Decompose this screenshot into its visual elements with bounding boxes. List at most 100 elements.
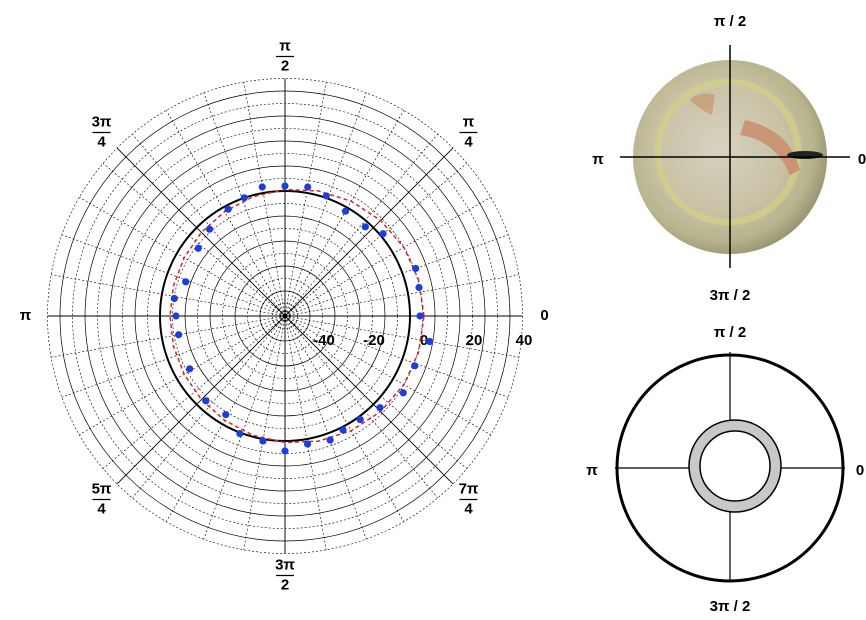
grid-spoke: [284, 315, 491, 436]
r-tick-label: 20: [466, 332, 483, 349]
inset-label: π: [586, 462, 598, 479]
grid-spoke: [284, 163, 468, 317]
inset-label: 3π / 2: [710, 287, 751, 304]
grid-spoke: [51, 274, 286, 317]
data-point: [170, 294, 178, 303]
theta-axis: [116, 147, 286, 317]
theta-axis: [284, 147, 454, 317]
grid-spoke: [284, 92, 367, 317]
grid-spoke: [284, 133, 438, 317]
data-point: [303, 440, 312, 448]
grid-spoke: [284, 234, 509, 317]
data-point: [224, 205, 232, 213]
data-point: [186, 365, 194, 373]
data-point: [361, 223, 369, 231]
theta-label-den: 4: [464, 500, 473, 517]
theta-label: 5π4: [92, 480, 112, 517]
data-point: [411, 362, 419, 370]
data-point: [339, 426, 347, 434]
r-tick-label: -40: [313, 332, 335, 349]
theta-label: 0: [540, 307, 548, 324]
photo-inset: π / 2 π 0 3π / 2: [592, 13, 866, 304]
inset-label: π / 2: [714, 324, 746, 341]
grid-spoke: [102, 315, 286, 469]
grid-spoke: [284, 315, 519, 358]
data-point: [341, 207, 350, 215]
grid-spoke: [203, 315, 286, 540]
data-point: [259, 437, 267, 445]
grid-spoke: [165, 110, 286, 317]
photo-stain: [740, 120, 800, 175]
data-point: [356, 415, 364, 424]
data-point: [172, 312, 180, 320]
data-point: [412, 264, 420, 273]
data-point: [399, 389, 407, 397]
data-point: [205, 225, 214, 233]
theta-label-num: π: [463, 113, 475, 130]
theta-label-num: π: [279, 37, 291, 54]
r-tick-label: 0: [420, 332, 428, 349]
series-line: [169, 188, 425, 444]
theta-label: π: [20, 307, 32, 324]
data-point: [376, 404, 384, 412]
theta-label-num: 3π: [92, 113, 112, 130]
inset-label: π / 2: [714, 13, 746, 30]
data-point: [202, 397, 210, 405]
grid-spoke: [284, 110, 405, 317]
r-tick-label: -20: [363, 332, 385, 349]
grid-spoke: [61, 234, 286, 317]
theta-label: π4: [459, 113, 478, 150]
grid-spoke: [61, 315, 286, 398]
reference-circle: [159, 190, 411, 442]
grid-spoke: [284, 315, 327, 550]
center-dot: [282, 313, 288, 319]
inset-label: π: [592, 151, 604, 168]
grid-spoke: [284, 274, 519, 317]
grid-spoke: [51, 315, 286, 358]
data-point: [304, 183, 312, 191]
theta-label-den: 2: [281, 57, 289, 74]
data-point: [222, 410, 230, 419]
grid-spoke: [284, 315, 509, 398]
grid-spoke: [284, 82, 327, 317]
ring-hole: [699, 430, 771, 502]
grid-spoke: [284, 315, 468, 469]
data-point: [426, 337, 434, 346]
grid-spoke: [203, 92, 286, 317]
theta-label-den: 4: [97, 500, 106, 517]
data-point: [175, 331, 183, 339]
grid-spoke: [132, 133, 286, 317]
data-point: [182, 278, 190, 286]
grid-spoke: [284, 196, 491, 317]
theta-label: 3π2: [275, 556, 295, 593]
photo-stain: [690, 93, 715, 115]
photo-mark: [787, 151, 823, 159]
theta-label: 3π4: [92, 113, 112, 150]
data-point: [415, 283, 423, 292]
grid-spoke: [79, 196, 286, 317]
inset-label: 3π / 2: [710, 598, 751, 615]
theta-label-den: 2: [281, 576, 289, 593]
theta-label: π2: [276, 37, 294, 74]
grid-spoke: [243, 82, 286, 317]
schematic-inset: π / 2 π 0 3π / 2: [586, 324, 864, 615]
theta-axis: [284, 315, 454, 485]
theta-label-den: 4: [464, 133, 473, 150]
data-point: [258, 183, 266, 191]
theta-label-num: 7π: [459, 480, 479, 497]
data-point: [240, 194, 248, 202]
inset-label: 0: [858, 151, 866, 168]
data-point: [194, 244, 202, 252]
data-point: [326, 436, 334, 444]
theta-label-num: 5π: [92, 480, 112, 497]
r-tick-label: 40: [516, 332, 533, 349]
grid-spoke: [284, 315, 405, 522]
theta-label-den: 4: [97, 133, 106, 150]
data-point: [379, 230, 387, 238]
theta-label: 7π4: [459, 480, 479, 517]
grid-spoke: [243, 315, 286, 550]
outer-circle: [615, 353, 845, 583]
grid-spoke: [165, 315, 286, 522]
grid-spoke: [132, 315, 286, 499]
